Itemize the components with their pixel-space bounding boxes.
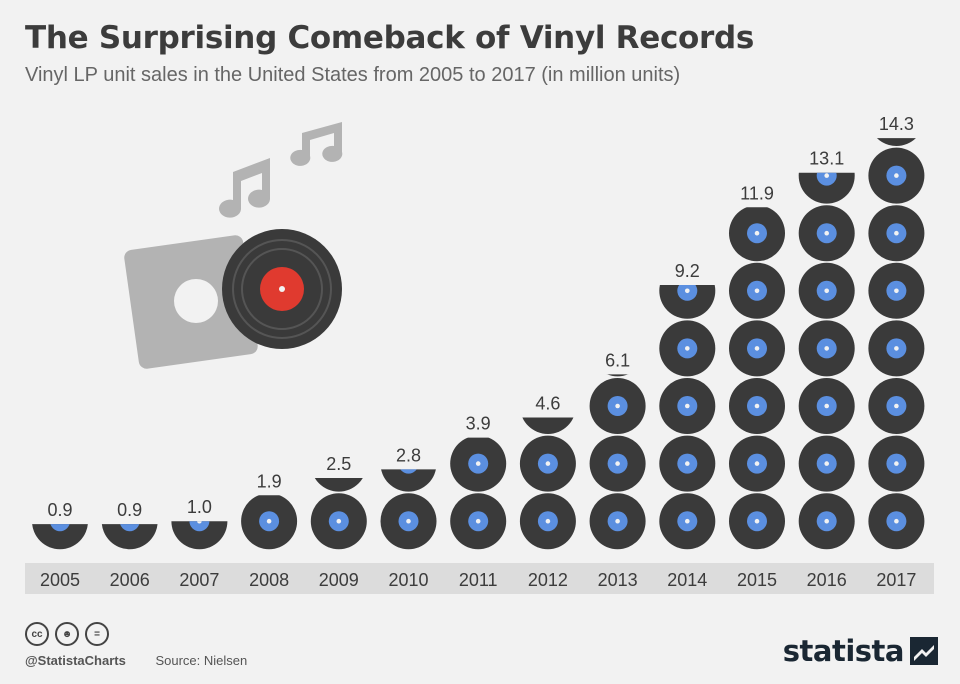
value-label-2014: 9.2	[675, 261, 700, 281]
value-label-2012: 4.6	[535, 394, 560, 414]
value-label-2010: 2.8	[396, 445, 421, 465]
bar-2011	[450, 437, 507, 550]
footer-handle: @StatistaCharts	[25, 653, 126, 668]
music-note-icon	[219, 158, 271, 218]
bar-2015	[729, 207, 785, 550]
chart-title: The Surprising Comeback of Vinyl Records	[25, 20, 755, 56]
nd-icon: =	[85, 622, 109, 646]
x-tick-label-2008: 2008	[249, 570, 289, 590]
x-tick-label-2006: 2006	[110, 570, 150, 590]
chart-area: 0.9 0.9 1.0 1.9 2.5 2.8 3.9 4.6 6.1 9.2 11.9 13.1 14…	[25, 114, 934, 594]
x-tick-label-2014: 2014	[667, 570, 707, 590]
music-note-icon	[290, 122, 343, 166]
value-label-2011: 3.9	[466, 414, 491, 434]
license-icons: cc ☻ =	[25, 622, 109, 646]
x-tick-label-2015: 2015	[737, 570, 777, 590]
bar-2006	[101, 524, 158, 550]
x-tick-label-2013: 2013	[598, 570, 638, 590]
x-axis-band	[25, 563, 934, 594]
x-tick-label-2011: 2011	[459, 570, 498, 590]
value-label-2015: 11.9	[740, 183, 774, 203]
x-tick-label-2016: 2016	[807, 570, 847, 590]
by-icon: ☻	[55, 622, 79, 646]
record-sleeve-icon	[124, 235, 258, 369]
statista-logo[interactable]: statista	[783, 634, 938, 668]
vinyl-illustration	[124, 122, 343, 369]
bar-2016	[798, 172, 855, 550]
brand-name: statista	[782, 634, 905, 668]
x-tick-label-2012: 2012	[528, 570, 568, 590]
bar-2005	[32, 524, 88, 550]
chart-subtitle: Vinyl LP unit sales in the United States…	[25, 64, 681, 86]
x-tick-label-2007: 2007	[179, 570, 219, 590]
value-label-2016: 13.1	[809, 149, 844, 169]
bar-2007	[171, 521, 228, 550]
bar-2010	[380, 469, 437, 550]
bar-2012	[519, 417, 576, 550]
bar-2013	[589, 374, 646, 550]
value-label-2009: 2.5	[326, 454, 351, 474]
footer-source: Source: Nielsen	[155, 653, 248, 668]
x-tick-label-2009: 2009	[319, 570, 359, 590]
footer-meta: @StatistaCharts Source: Nielsen	[25, 653, 247, 668]
value-label-2007: 1.0	[187, 497, 212, 517]
value-label-2017: 14.3	[879, 114, 914, 134]
x-tick-label-2005: 2005	[40, 570, 80, 590]
value-label-2005: 0.9	[47, 500, 72, 520]
statista-logo-icon	[910, 637, 938, 665]
vinyl-disc-icon	[222, 229, 342, 349]
x-tick-label-2010: 2010	[388, 570, 428, 590]
value-label-2008: 1.9	[257, 471, 282, 491]
x-tick-label-2017: 2017	[876, 570, 916, 590]
value-label-2013: 6.1	[605, 350, 630, 370]
bar-2009	[310, 478, 367, 550]
cc-icon: cc	[25, 622, 49, 646]
bar-2008	[241, 495, 298, 550]
value-label-2006: 0.9	[117, 500, 142, 520]
bar-2014	[659, 285, 716, 550]
bar-2017	[868, 138, 925, 550]
